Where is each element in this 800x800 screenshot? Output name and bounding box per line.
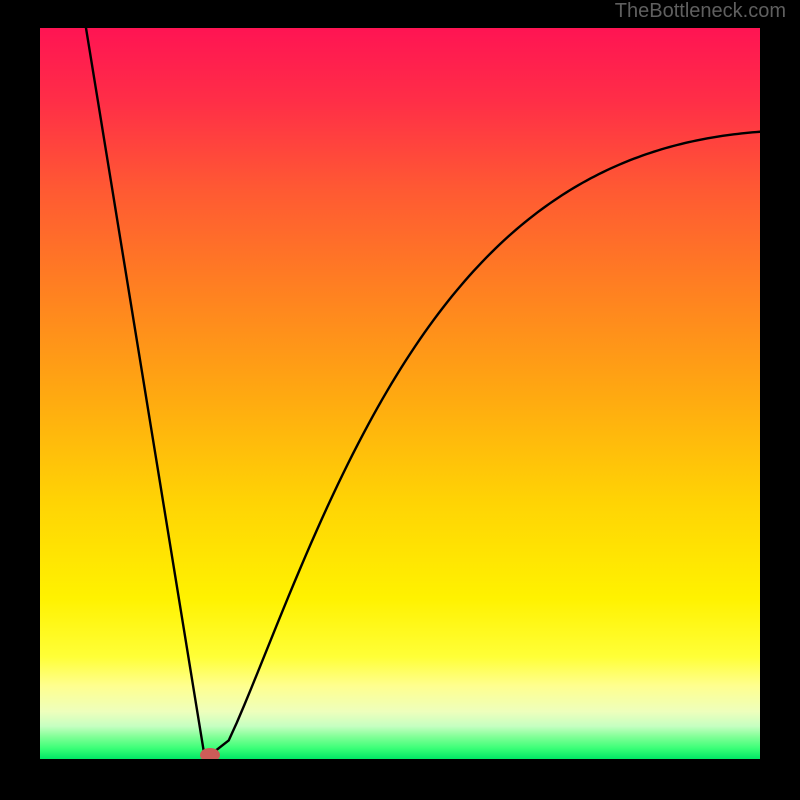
plot-area xyxy=(40,28,760,759)
bottleneck-curve xyxy=(86,28,760,759)
curve-layer xyxy=(40,28,760,759)
attribution-label: TheBottleneck.com xyxy=(615,0,786,23)
chart-container: TheBottleneck.com xyxy=(0,0,800,800)
